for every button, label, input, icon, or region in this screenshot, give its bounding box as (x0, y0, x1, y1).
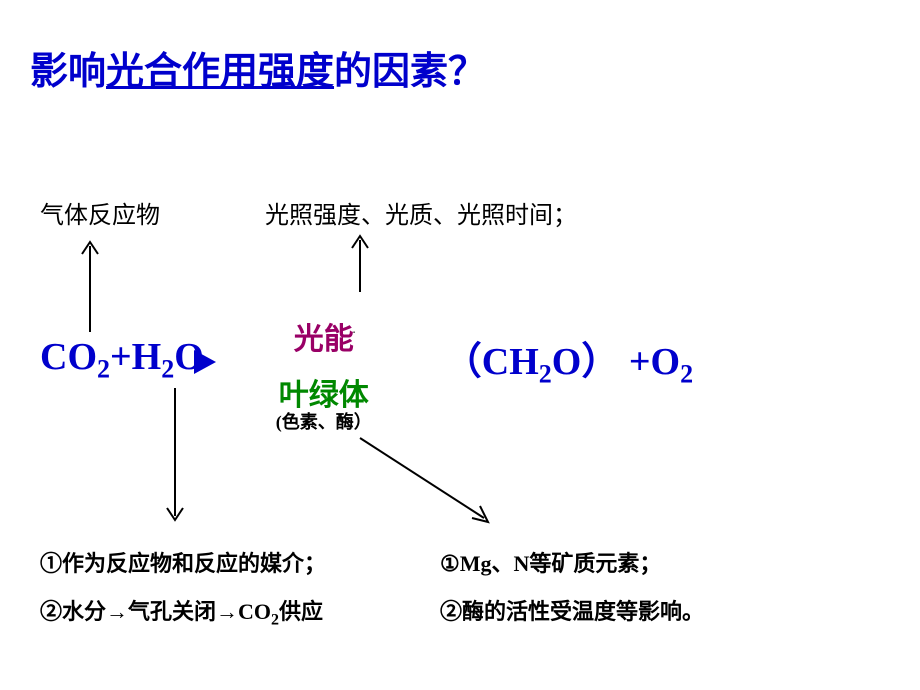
eq-h-sub: 2 (161, 355, 174, 384)
equation-products: （CH2O） +O2 (444, 330, 693, 390)
eq-oo: O (651, 341, 681, 383)
equation-reactants: CO2+H2O (40, 335, 204, 385)
eq-lp: （ (444, 341, 482, 383)
eq-sp: + (619, 341, 650, 383)
arrow-down-diag-icon (356, 434, 496, 530)
bl-line2-sub: 2 (271, 612, 279, 629)
br-line1: ①Mg、N等矿质元素； (440, 540, 704, 588)
annotation-minerals-enzyme: ①Mg、N等矿质元素； ②酶的活性受温度等影响。 (440, 540, 704, 637)
annotation-water-medium: ①作为反应物和反应的媒介； ②水分→气孔关闭→CO2供应 (40, 540, 326, 638)
eq-co-sub: 2 (97, 355, 110, 384)
bl-line2-tail: 供应 (279, 599, 323, 624)
eq-oo-sub: 2 (680, 360, 693, 389)
eq-o2: O (552, 341, 582, 383)
annotation-gas-reactant: 气体反应物 (40, 195, 160, 230)
page-title: 影响光合作用强度的因素？ (30, 40, 890, 95)
title-underlined: 光合作用强度 (106, 51, 334, 93)
title-prefix: 影响 (30, 51, 106, 93)
title-suffix: 的因素？ (334, 51, 486, 93)
bl-line2: ②水分→气孔关闭→CO2供应 (40, 588, 326, 638)
arrow-up-left-icon (78, 238, 102, 332)
eq-plus: + (110, 336, 132, 378)
arrow-label-light: 光能 (214, 314, 434, 358)
arrow-down-left-icon (163, 388, 187, 524)
bl-line2-text: ②水分→气孔关闭→CO (40, 599, 271, 624)
br-line2: ②酶的活性受温度等影响。 (440, 588, 704, 636)
equation-container: CO2+H2O 光能 · 叶绿体 (色素、酶） （CH2O） +O2 (40, 330, 693, 390)
eq-ch: CH (482, 341, 539, 383)
eq-co: CO (40, 336, 97, 378)
annotation-light-factors: 光照强度、光质、光照时间； (265, 195, 577, 230)
arrow-up-right-icon (348, 232, 372, 292)
bl-line1: ①作为反应物和反应的媒介； (40, 540, 326, 588)
arrow-dot-icon: · (352, 326, 357, 342)
arrow-sublabel-pigment: (色素、酶） (214, 408, 434, 434)
eq-ch-sub: 2 (539, 360, 552, 389)
eq-rp: ） (581, 341, 619, 383)
eq-h: H (132, 336, 162, 378)
